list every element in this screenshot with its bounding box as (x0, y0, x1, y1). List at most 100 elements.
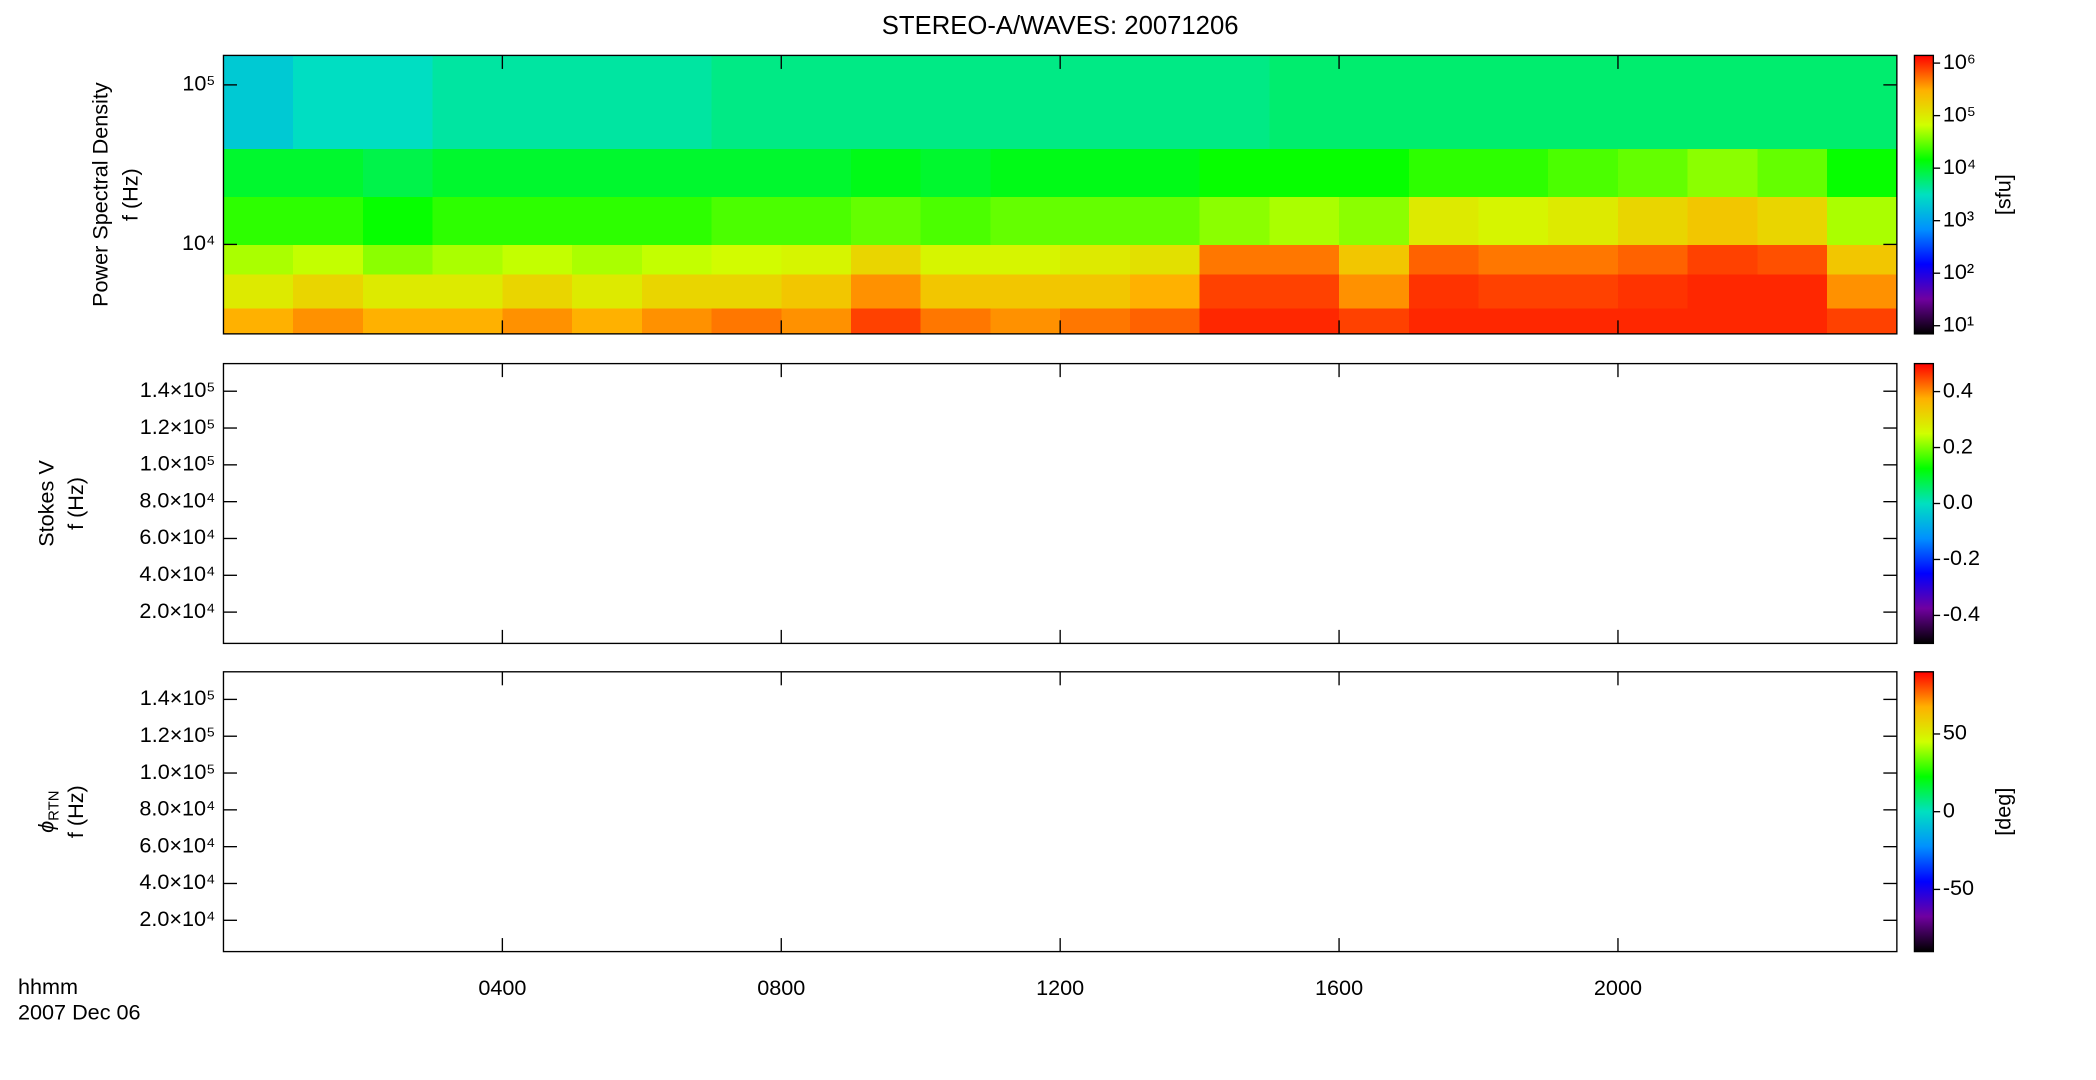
colorbar-tick-label: 10¹ (1943, 311, 1974, 336)
heatmap-cell (1757, 55, 1828, 149)
heatmap-cell (920, 196, 991, 245)
heatmap-cell (711, 274, 782, 309)
colorbar (1913, 671, 1935, 953)
heatmap-cell (1339, 148, 1410, 197)
colorbar-tick-label: 0 (1943, 797, 1955, 822)
figure-title: STEREO-A/WAVES: 20071206 (882, 12, 1239, 40)
heatmap-cell (1617, 307, 1689, 335)
heatmap-cell (1617, 196, 1689, 245)
heatmap-cell (362, 55, 434, 149)
heatmap-cell (1757, 244, 1828, 275)
heatmap-cell (432, 244, 503, 275)
heatmap-cell (850, 307, 922, 335)
x-axis-label: hhmm (18, 974, 78, 999)
x-tick-label: 2000 (1594, 975, 1642, 1000)
heatmap-cell (1269, 244, 1340, 275)
heatmap-cell (1199, 148, 1270, 197)
colorbar (1913, 54, 1935, 335)
y-tick-label: 2.0×10⁴ (139, 906, 215, 931)
heatmap-cell (1687, 55, 1758, 149)
heatmap-cell (1548, 244, 1619, 275)
heatmap-cell (432, 196, 503, 245)
colorbar-tick-label: 10⁴ (1943, 154, 1976, 179)
heatmap-cell (1827, 148, 1898, 197)
heatmap-cell (502, 274, 573, 309)
y-tick-label: 8.0×10⁴ (139, 796, 215, 821)
date-label: 2007 Dec 06 (18, 999, 141, 1024)
heatmap-cell (1060, 55, 1131, 149)
heatmap-cell (1617, 244, 1689, 275)
y-tick-label: 8.0×10⁴ (139, 487, 215, 512)
heatmap-cell (1548, 274, 1619, 309)
heatmap-cell (1199, 274, 1270, 309)
colorbar-label: [deg] (1991, 788, 2016, 836)
heatmap-cell (1199, 55, 1270, 149)
x-tick-label: 1200 (1036, 975, 1084, 1000)
heatmap-cell (1827, 274, 1898, 309)
heatmap-cell (781, 55, 852, 149)
heatmap-cell (990, 55, 1061, 149)
heatmap-cell (502, 55, 573, 149)
heatmap-cell (572, 148, 643, 197)
heatmap-cell (293, 244, 364, 275)
y-tick-label: 4.0×10⁴ (139, 869, 215, 894)
colorbar-label: [sfu] (1991, 174, 2016, 215)
heatmap-cell (1548, 148, 1619, 197)
heatmap-cell (502, 244, 573, 275)
y-tick-label: 6.0×10⁴ (139, 524, 215, 549)
heatmap-cell (1478, 307, 1549, 335)
heatmap-cell (1757, 274, 1828, 309)
heatmap-cell (711, 55, 782, 149)
colorbar (1913, 362, 1935, 645)
heatmap-cell (432, 55, 503, 149)
colorbar-tick-label: 0.2 (1943, 433, 1973, 458)
colorbar-tick-label: 10⁶ (1943, 49, 1976, 74)
plot-frame (222, 362, 1898, 645)
heatmap-cell (1757, 148, 1828, 197)
heatmap-cell (711, 307, 782, 335)
heatmap-cell (572, 244, 643, 275)
y-axis-title: Power Spectral Density (88, 82, 113, 307)
y-tick-label: 1.0×10⁵ (140, 451, 216, 476)
heatmap-cell (223, 274, 294, 309)
heatmap-cell (572, 274, 643, 309)
heatmap-cell (1129, 148, 1201, 197)
heatmap-cell (850, 244, 922, 275)
y-axis-label: f (Hz) (63, 785, 88, 838)
heatmap-cell (781, 307, 852, 335)
colorbar-tick-label: -0.4 (1943, 601, 1980, 626)
heatmap-cell (1478, 196, 1549, 245)
y-tick-label: 1.4×10⁵ (140, 685, 216, 710)
heatmap-cell (920, 55, 991, 149)
heatmap-cell (920, 148, 991, 197)
heatmap-cell (1060, 244, 1131, 275)
heatmap-cell (223, 148, 294, 197)
heatmap-cell (362, 196, 434, 245)
y-axis-title: ϕRTN (33, 791, 62, 833)
x-tick-label: 0400 (478, 975, 526, 1000)
heatmap-cell (1269, 196, 1340, 245)
heatmap-cell (641, 307, 712, 335)
heatmap-cell (1408, 148, 1479, 197)
heatmap-cell (641, 55, 712, 149)
heatmap-cell (1617, 55, 1689, 149)
heatmap-cell (1339, 196, 1410, 245)
heatmap-cell (1548, 55, 1619, 149)
colorbar-tick-label: 0.4 (1943, 377, 1973, 402)
colorbar-tick-label: 10³ (1943, 206, 1974, 231)
heatmap-cell (1269, 55, 1340, 149)
heatmap-cell (641, 274, 712, 309)
heatmap-cell (362, 274, 434, 309)
heatmap-cell (1339, 55, 1410, 149)
heatmap-cell (1408, 307, 1479, 335)
heatmap-cell (920, 307, 991, 335)
heatmap-cell (850, 55, 922, 149)
heatmap-cell (1408, 55, 1479, 149)
y-tick-label: 2.0×10⁴ (139, 598, 215, 623)
heatmap-cell (572, 196, 643, 245)
heatmap-cell (223, 307, 294, 335)
x-tick-label: 1600 (1315, 975, 1363, 1000)
y-axis-subscript: RTN (46, 791, 62, 821)
heatmap-cell (781, 274, 852, 309)
